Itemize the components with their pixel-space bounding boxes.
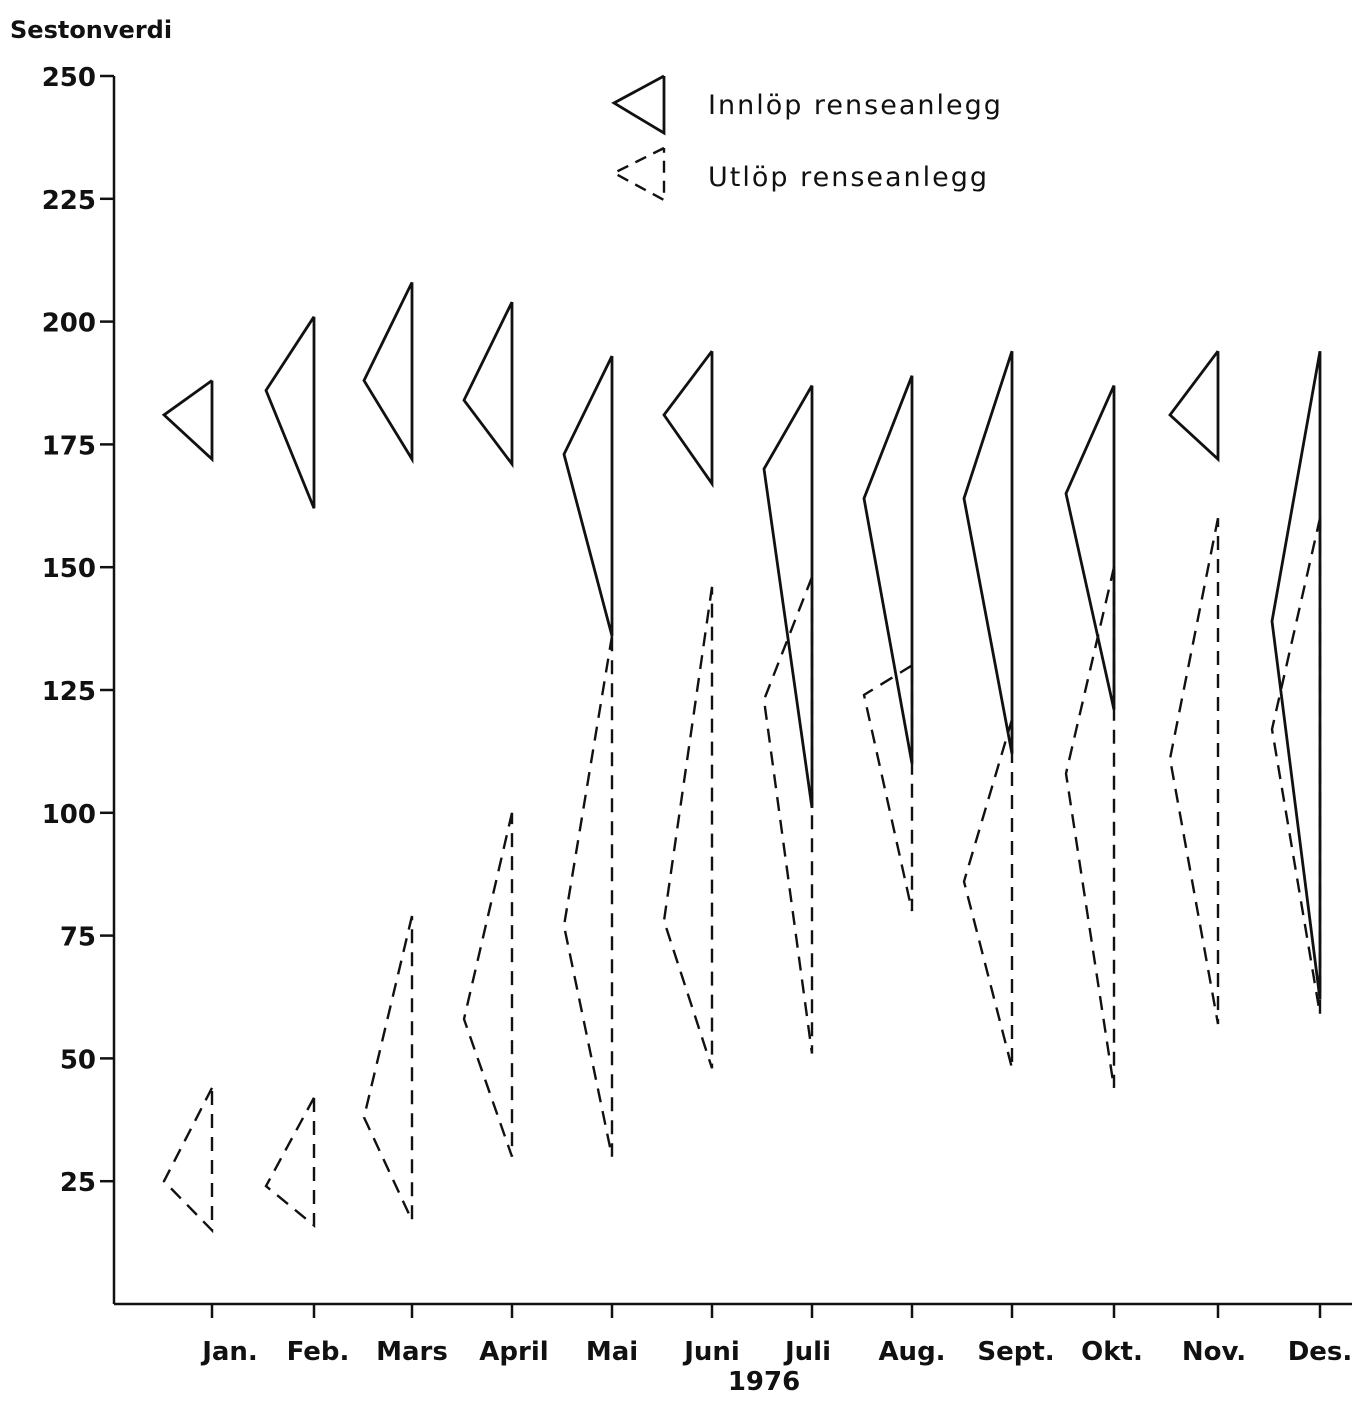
range-triangle-mark [1064, 384, 1116, 710]
y-axis-title: Sestonverdi [10, 16, 172, 44]
range-triangle-mark [1064, 566, 1116, 1089]
range-triangle-mark [962, 719, 1014, 1069]
range-triangle-mark [962, 350, 1014, 755]
x-tick-label: Nov. [1182, 1337, 1246, 1367]
range-triangle-mark [462, 812, 514, 1158]
x-tick-label: Jan. [200, 1337, 258, 1367]
x-tick-label: Feb. [287, 1337, 350, 1367]
x-tick-label: Juni [682, 1337, 740, 1367]
y-tick-label: 225 [42, 186, 96, 216]
x-tick-label: April [479, 1337, 548, 1367]
range-triangle-mark [462, 301, 514, 469]
series-inlet [161, 281, 1322, 1000]
legend-label-outlet: Utlöp renseanlegg [708, 162, 989, 193]
y-tick-label: 25 [60, 1168, 96, 1198]
range-triangle-mark [762, 576, 814, 1054]
series-layer [161, 281, 1322, 1234]
x-axis-title: 1976 [728, 1367, 800, 1397]
range-triangle-mark [662, 586, 714, 1069]
y-tick-label: 175 [42, 431, 96, 461]
y-tick-label: 100 [42, 800, 96, 830]
y-tick-label: 125 [42, 677, 96, 707]
legend-dashed-triangle-icon [611, 146, 666, 203]
x-tick-label: Mai [586, 1337, 638, 1367]
range-triangle-mark [264, 315, 316, 509]
y-ticks: 25 50 75 100 125 150 175 200 225 250 [42, 63, 114, 1198]
y-tick-label: 200 [42, 309, 96, 339]
y-tick-label: 150 [42, 554, 96, 584]
range-triangle-mark [662, 350, 714, 489]
range-triangle-mark [562, 635, 614, 1157]
range-triangle-mark [362, 915, 414, 1222]
range-triangle-mark [1270, 350, 1322, 1000]
range-triangle-mark [362, 281, 414, 465]
range-triangle-mark [862, 664, 914, 912]
x-tick-label: Aug. [878, 1337, 945, 1367]
y-tick-label: 75 [60, 923, 96, 953]
range-triangle-mark [862, 375, 914, 764]
range-triangle-mark [1168, 517, 1220, 1025]
range-triangle-mark [162, 1087, 214, 1234]
x-tick-label: Des. [1288, 1337, 1353, 1367]
legend: Innlöp renseanlegg Utlöp renseanlegg [611, 74, 1003, 203]
y-tick-label: 250 [42, 63, 96, 93]
range-triangle-mark [264, 1097, 316, 1228]
range-triangle-mark [562, 355, 614, 637]
series-outlet [162, 517, 1322, 1234]
range-triangle-mark [762, 384, 814, 809]
x-tick-label: Juli [783, 1337, 831, 1367]
range-triangle-mark [161, 379, 214, 463]
y-tick-label: 50 [60, 1045, 96, 1075]
legend-solid-triangle-icon [611, 74, 666, 136]
x-tick-label: Mars [376, 1337, 448, 1367]
range-triangle-mark [1168, 350, 1220, 463]
legend-label-inlet: Innlöp renseanlegg [708, 90, 1003, 121]
x-tick-label: Okt. [1081, 1337, 1143, 1367]
x-ticks: Jan. Feb. Mars April Mai Juni Juli Aug. Sept. Okt… [200, 1304, 1352, 1367]
x-tick-label: Sept. [977, 1337, 1054, 1367]
